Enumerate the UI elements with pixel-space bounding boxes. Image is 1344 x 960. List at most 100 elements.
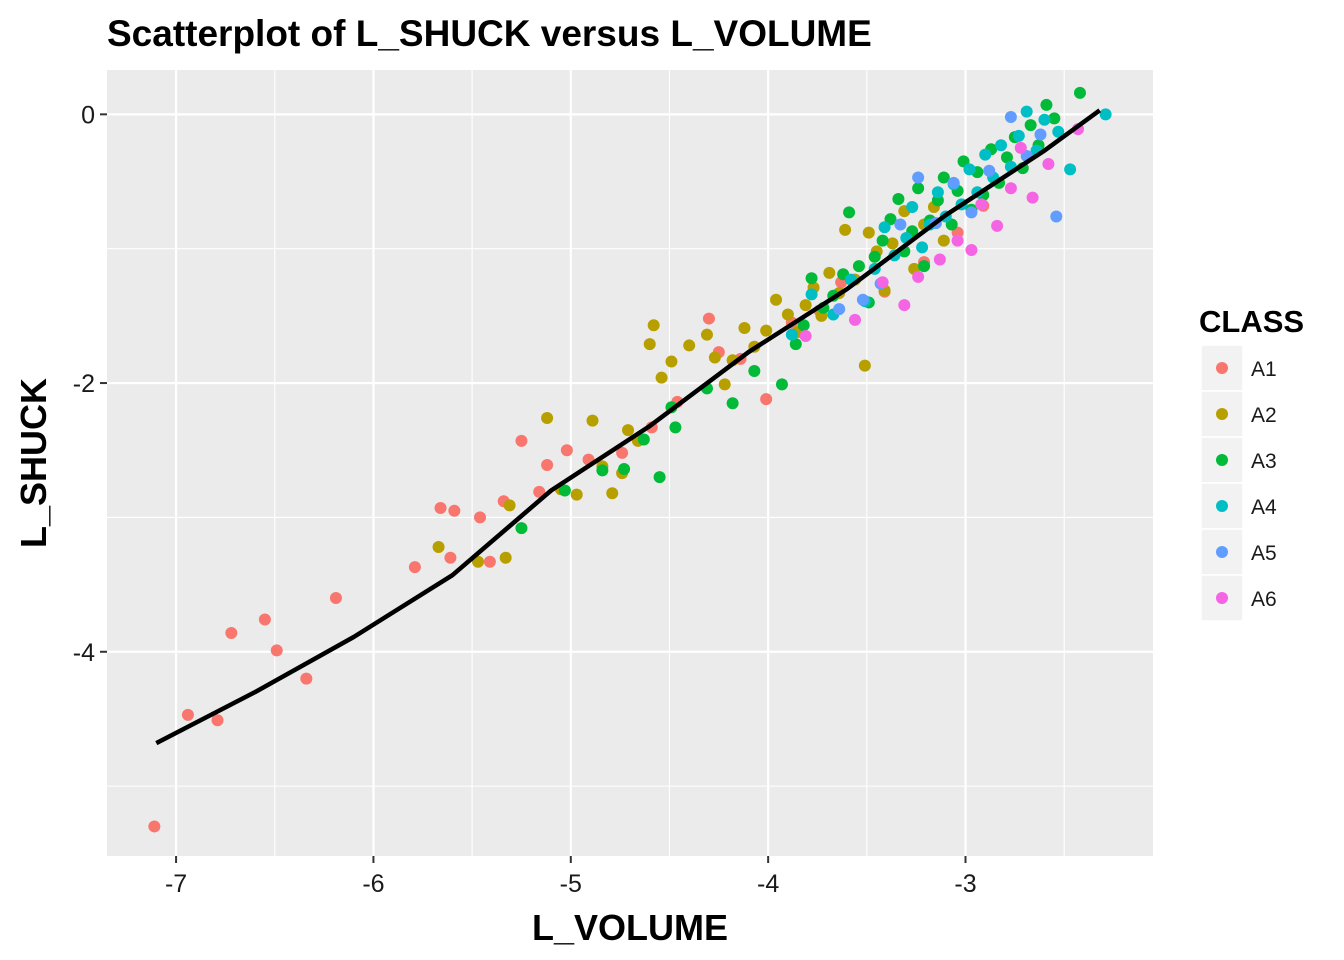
data-point-a1 [148,820,161,833]
data-point-a2 [760,324,773,337]
data-point-a2 [503,499,516,512]
data-point-a1 [541,459,554,472]
data-point-a3 [775,378,788,391]
data-point-a4 [1020,105,1033,118]
data-point-a4 [1038,113,1051,126]
x-tick-label: -7 [165,870,187,898]
data-point-a6 [965,244,978,257]
legend-label-a3: A3 [1251,450,1277,473]
data-point-a2 [886,237,899,250]
data-point-a4 [1052,125,1065,138]
data-point-a1 [444,551,457,564]
data-point-a2 [708,351,721,364]
data-point-a1 [329,592,342,605]
data-point-a2 [541,411,554,424]
data-point-a2 [823,266,836,279]
y-tick-label: -4 [73,639,95,667]
data-point-a1 [702,312,715,325]
data-point-a1 [483,555,496,568]
fit-line [155,108,1102,746]
data-point-a4 [931,186,944,199]
data-point-a3 [912,182,925,195]
legend-label-a5: A5 [1251,542,1277,565]
data-point-a1 [408,561,421,574]
data-point-a2 [665,355,678,368]
data-point-a6 [898,299,911,312]
data-point-a6 [991,219,1004,232]
data-point-a1 [300,672,313,685]
data-point-a6 [1042,158,1055,171]
data-point-a1 [760,393,773,406]
data-point-a2 [499,551,512,564]
data-point-a3 [1040,98,1053,111]
data-point-a5 [947,176,960,189]
data-point-a3 [596,464,609,477]
data-point-a3 [653,471,666,484]
legend-label-a1: A1 [1251,358,1277,381]
data-point-a6 [848,313,861,326]
data-point-a3 [558,484,571,497]
data-point-a1 [434,502,447,515]
data-point-a1 [560,444,573,457]
data-point-a3 [805,272,818,285]
data-point-a5 [1034,128,1047,141]
data-point-a1 [616,446,629,459]
data-point-a3 [876,234,889,247]
x-tick-label: -6 [362,870,384,898]
data-point-a3 [1048,112,1061,125]
data-point-a6 [912,270,925,283]
major-gridlines [107,70,1153,856]
data-point-a4 [906,201,919,214]
data-point-a5 [1050,210,1063,223]
data-point-a1 [448,504,461,517]
data-point-a3 [637,433,650,446]
x-tick-label: -5 [560,870,582,898]
data-point-a2 [700,328,713,341]
data-point-a3 [892,192,905,205]
legend-key-a6 [1200,574,1244,622]
legend-label-a4: A4 [1251,496,1277,519]
y-axis-ticks: -4 -2 0 [73,101,107,667]
data-point-a6 [951,234,964,247]
x-axis-ticks: -7 -6 -5 -4 -3 [165,856,977,898]
data-point-a6 [1026,191,1039,204]
legend-swatch-a4 [1216,500,1228,512]
data-point-a2 [781,308,794,321]
data-point-a2 [643,338,656,351]
data-point-a2 [586,414,599,427]
data-point-a6 [933,253,946,266]
fit-line-group [155,108,1102,746]
data-point-a3 [1000,151,1013,164]
data-point-a6 [975,198,988,211]
data-point-a6 [1004,182,1017,195]
data-point-a4 [1099,108,1112,121]
data-point-a3 [1073,86,1086,99]
minor-gridlines [107,70,1153,856]
data-point-a5 [856,293,869,306]
data-point-a5 [894,218,907,231]
chart-title: Scatterplot of L_SHUCK versus L_VOLUME [107,13,872,54]
data-point-a3 [918,260,931,273]
data-point-a2 [770,293,783,306]
legend-label-a6: A6 [1251,588,1277,611]
data-point-a1 [515,434,528,447]
data-point-a2 [683,339,696,352]
x-axis-label: L_VOLUME [532,907,728,948]
data-point-a3 [852,260,865,273]
legend-swatch-a2 [1216,408,1228,420]
data-point-a5 [833,303,846,316]
data-point-a6 [1014,141,1027,154]
data-point-a3 [1024,119,1037,132]
data-point-a4 [995,139,1008,152]
data-point-a5 [1004,111,1017,124]
data-point-a4 [1012,129,1025,142]
data-point-a2 [570,488,583,501]
data-point-a2 [718,378,731,391]
data-point-a3 [797,319,810,332]
legend-swatch-a6 [1216,592,1228,604]
data-point-a1 [474,511,487,524]
legend-swatch-a3 [1216,454,1228,466]
data-point-a4 [1064,163,1077,176]
legend-label-a2: A2 [1251,404,1277,427]
